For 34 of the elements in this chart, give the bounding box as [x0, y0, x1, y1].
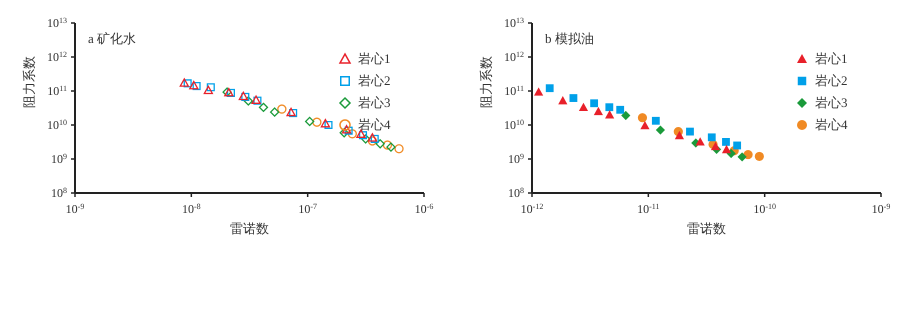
y-tick-label: 10$^{8}$: [51, 186, 67, 200]
y-axis-title: 阻力系数: [478, 56, 494, 108]
y-tick-label: 10$^{8}$: [508, 186, 524, 200]
y-tick-label: 10$^{10}$: [47, 118, 67, 132]
x-axis-title: 雷诺数: [687, 221, 726, 236]
legend-label: 岩心1: [358, 50, 390, 68]
legend-label: 岩心4: [815, 116, 848, 134]
legend-label: 岩心4: [358, 116, 390, 134]
text: a 矿化水: [88, 30, 136, 48]
x-tick-label: 10$^{-10}$: [753, 202, 776, 216]
x-tick-label: 10$^{-11}$: [637, 202, 660, 216]
legend-label: 岩心2: [815, 72, 848, 90]
legend-label: 岩心3: [358, 94, 390, 112]
x-axis-title: 雷诺数: [230, 221, 269, 236]
y-tick-label: 10$^{10}$: [504, 118, 524, 132]
legend-label: 岩心1: [815, 50, 848, 68]
y-tick-label: 10$^{11}$: [504, 84, 524, 98]
y-axis-title: 阻力系数: [22, 56, 37, 108]
y-tick-label: 10$^{13}$: [47, 16, 67, 30]
legend-label: 岩心2: [358, 72, 390, 90]
y-tick-label: 10$^{9}$: [51, 152, 67, 166]
y-tick-label: 10$^{13}$: [504, 16, 524, 30]
x-tick-label: 10$^{-8}$: [182, 202, 201, 216]
y-tick-label: 10$^{9}$: [508, 152, 524, 166]
y-tick-label: 10$^{12}$: [504, 50, 524, 64]
x-tick-label: 10$^{-9}$: [66, 202, 84, 216]
legend-label: 岩心3: [815, 94, 848, 112]
x-tick-label: 10$^{-12}$: [520, 202, 544, 216]
y-tick-label: 10$^{11}$: [47, 84, 67, 98]
text: b 模拟油: [545, 30, 594, 48]
x-tick-label: 10$^{-6}$: [414, 202, 434, 216]
x-tick-label: 10$^{-7}$: [298, 202, 318, 216]
y-tick-label: 10$^{12}$: [47, 50, 67, 64]
x-tick-label: 10$^{-9}$: [872, 202, 890, 216]
